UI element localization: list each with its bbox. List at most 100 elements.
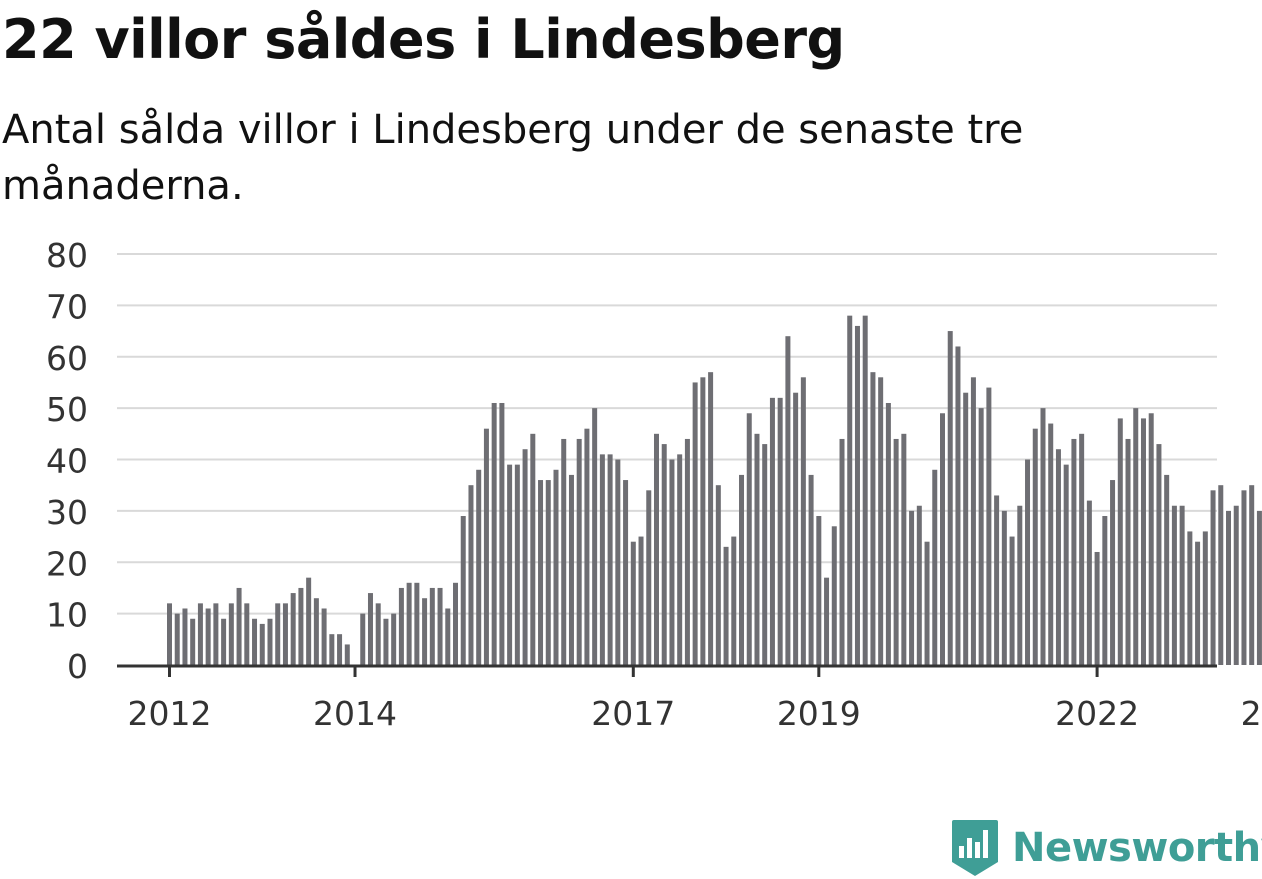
y-tick-label: 80 <box>46 236 88 275</box>
bar <box>947 331 953 665</box>
bar <box>793 392 799 665</box>
bar <box>483 428 489 665</box>
bar <box>460 516 466 665</box>
x-tick-label: 2024 <box>1241 694 1262 733</box>
bar <box>963 392 969 665</box>
bar <box>638 536 644 665</box>
y-tick-label: 0 <box>67 647 88 686</box>
bar <box>700 377 706 665</box>
bar <box>1187 531 1193 665</box>
bar <box>507 464 513 665</box>
bar <box>661 444 667 665</box>
bar <box>476 469 482 665</box>
bar <box>252 618 258 665</box>
bar <box>568 474 574 665</box>
bar <box>847 315 853 665</box>
y-tick-label: 30 <box>46 493 88 532</box>
bar <box>375 603 381 665</box>
bar <box>599 454 605 665</box>
bar <box>955 346 961 665</box>
y-tick-label: 10 <box>46 596 88 635</box>
bar <box>739 474 745 665</box>
chart-badge-icon <box>952 820 998 876</box>
bar <box>1110 480 1116 665</box>
bar <box>824 577 830 665</box>
bar <box>1202 531 1208 665</box>
bar <box>530 433 536 665</box>
bar <box>344 644 350 665</box>
brand-name: Newsworthy <box>1012 825 1262 871</box>
y-tick-label: 70 <box>46 287 88 326</box>
bar <box>615 459 621 665</box>
bar <box>762 444 768 665</box>
bar <box>228 603 234 665</box>
bar <box>1164 474 1170 665</box>
bar <box>854 325 860 665</box>
bar <box>684 438 690 665</box>
y-tick-label: 60 <box>46 339 88 378</box>
bar <box>453 582 459 665</box>
bar <box>731 536 737 665</box>
bar <box>1256 510 1262 665</box>
bar <box>337 634 343 665</box>
bar <box>940 413 945 665</box>
chart-title: 22 villor såldes i Lindesberg <box>2 8 845 71</box>
bar <box>623 480 629 665</box>
bar <box>545 480 551 665</box>
bar <box>213 603 219 665</box>
bar <box>468 485 474 665</box>
bar <box>1094 551 1100 665</box>
bar <box>646 490 652 665</box>
bar <box>785 336 791 665</box>
bar <box>1001 510 1007 665</box>
bar <box>422 598 428 665</box>
bar <box>321 608 327 665</box>
bar <box>1025 459 1031 665</box>
bars <box>167 315 1262 665</box>
bar <box>1148 413 1154 665</box>
bar <box>437 587 443 665</box>
bar <box>538 480 544 665</box>
bar <box>777 397 783 665</box>
bar <box>313 598 319 665</box>
bar <box>994 495 1000 665</box>
bar <box>1233 505 1239 665</box>
bar <box>553 469 559 665</box>
bar <box>367 593 373 665</box>
bar <box>1125 438 1131 665</box>
bar <box>653 433 659 665</box>
bar <box>360 613 366 665</box>
bar <box>445 608 451 665</box>
y-axis-ticks: 0 10 20 30 40 50 60 70 80 <box>46 236 88 686</box>
bar <box>1048 423 1054 665</box>
bar <box>1171 505 1177 665</box>
bar <box>746 413 752 665</box>
bar <box>708 372 714 665</box>
bar <box>491 402 497 665</box>
bar <box>282 603 288 665</box>
bar <box>306 577 312 665</box>
x-tick-label: 2022 <box>1055 694 1139 733</box>
bar <box>916 505 922 665</box>
bar <box>1140 418 1146 665</box>
bar <box>870 372 876 665</box>
bar <box>1071 438 1077 665</box>
bar <box>1179 505 1185 665</box>
x-axis-ticks: 2012 2014 2017 2019 2022 2024 <box>128 667 1262 733</box>
bar <box>808 474 814 665</box>
bar <box>754 433 760 665</box>
bar <box>383 618 389 665</box>
bar <box>893 438 899 665</box>
bar <box>1133 408 1139 665</box>
bar <box>1040 408 1046 665</box>
bar <box>1086 500 1092 665</box>
bar <box>182 608 188 665</box>
bar <box>592 408 598 665</box>
bar <box>723 546 729 665</box>
bar <box>901 433 907 665</box>
bar <box>831 526 837 665</box>
bar <box>429 587 435 665</box>
bar <box>1249 485 1255 665</box>
bar <box>862 315 868 665</box>
bar <box>924 541 930 665</box>
